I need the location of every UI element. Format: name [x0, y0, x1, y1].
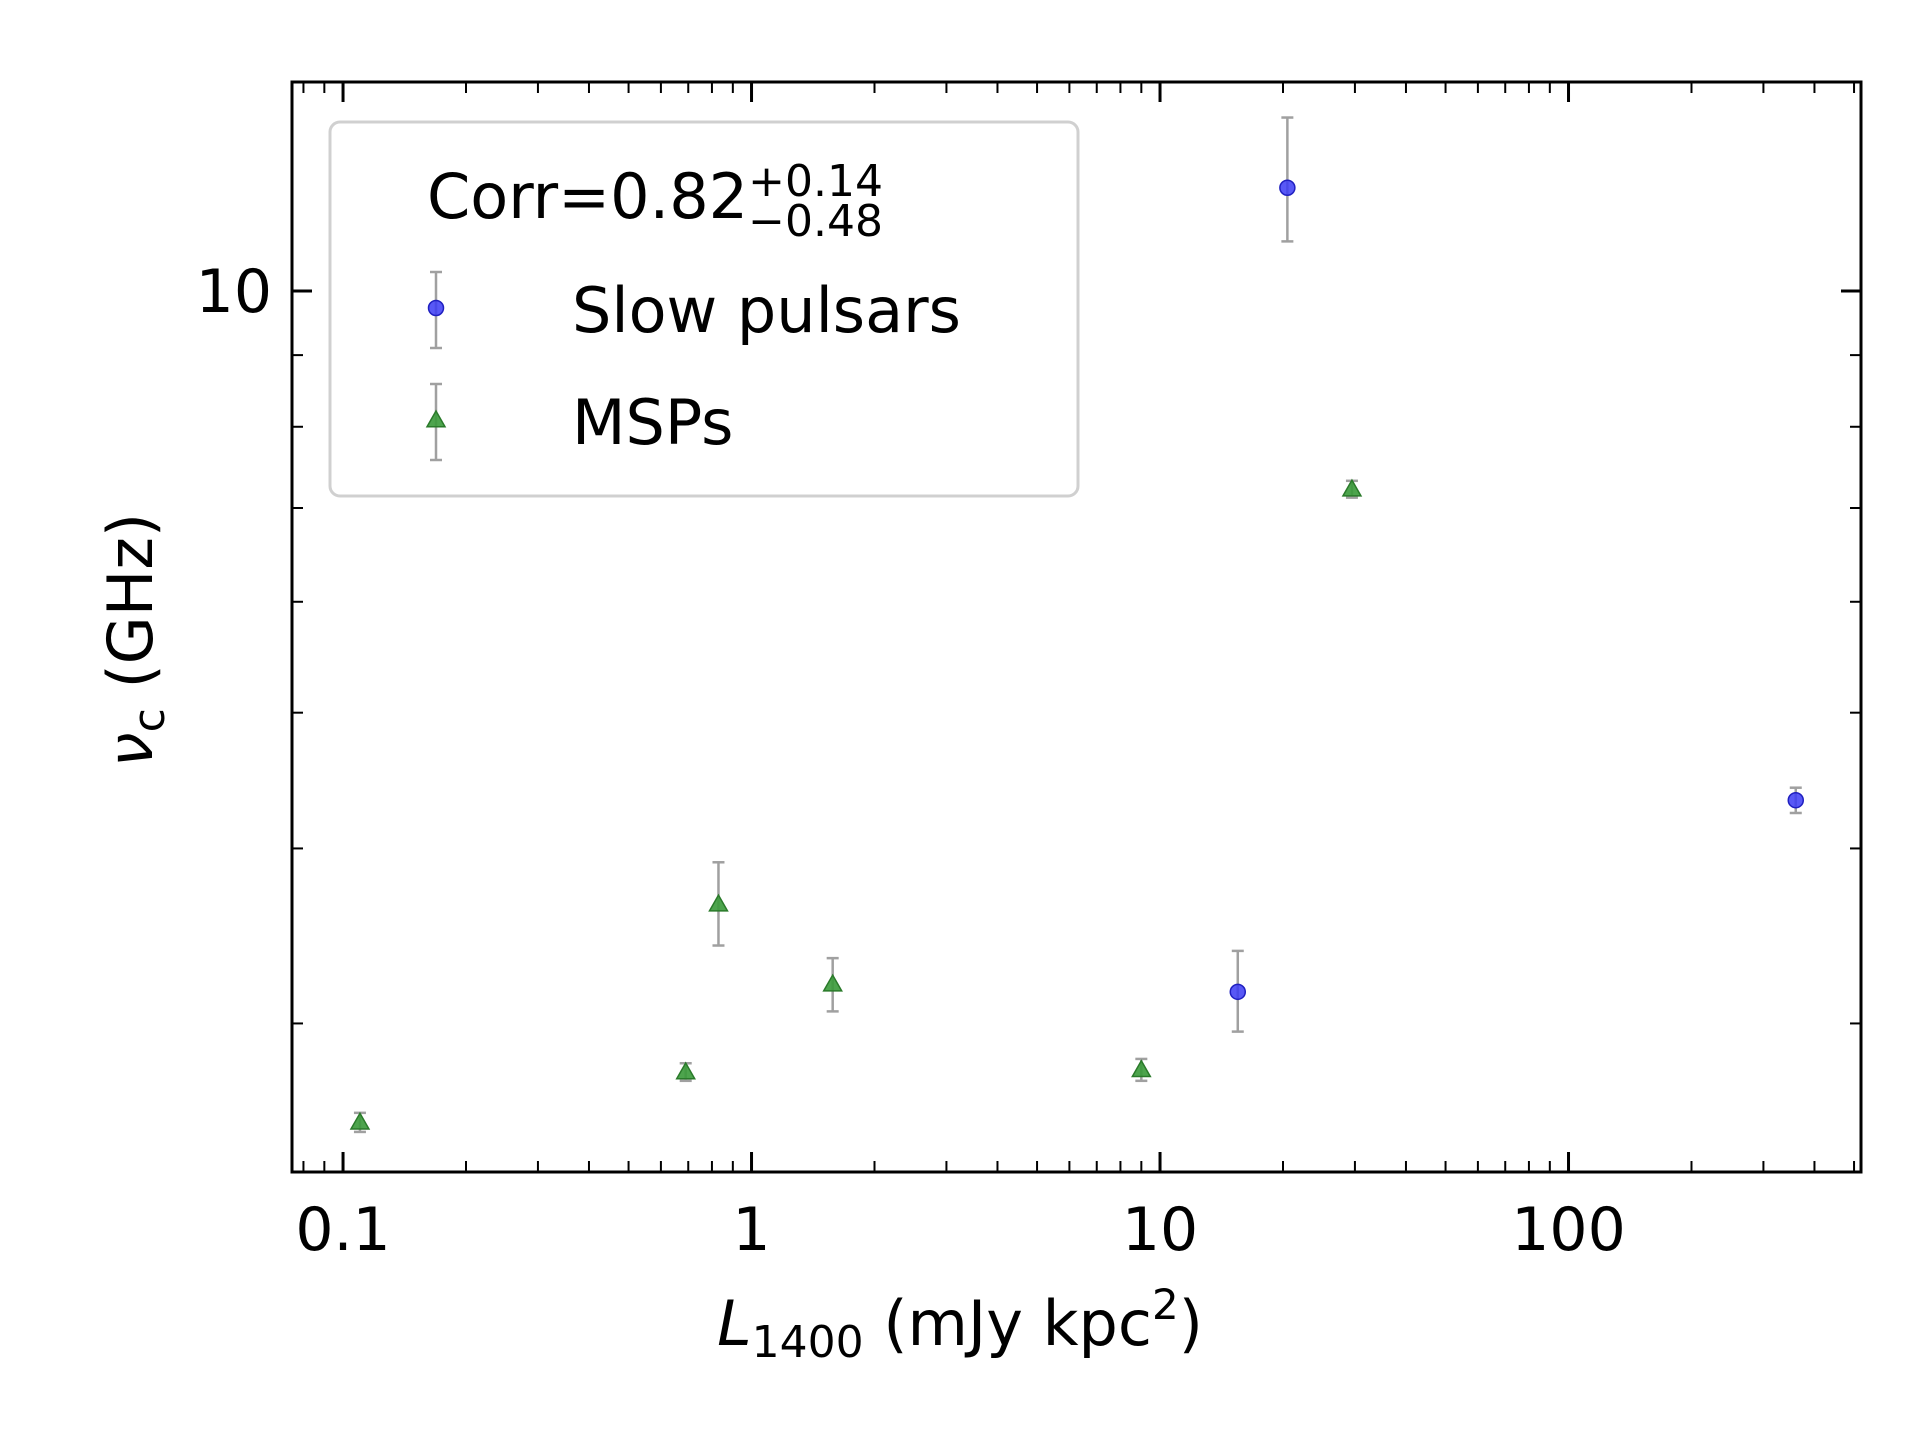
legend-msps-marker: [425, 409, 447, 428]
legend-title-sub: −0.48: [748, 196, 883, 247]
slow-pulsars-point: [1279, 179, 1296, 197]
x-axis-label: L1400 (mJy kpc2): [717, 1280, 1203, 1368]
slow-pulsars-point: [1229, 983, 1247, 1001]
x-tick-label: 1: [732, 1195, 770, 1265]
legend-title-sup: +0.14: [748, 156, 883, 207]
legend-slow-pulsars-label: Slow pulsars: [572, 274, 961, 347]
msps-point: [1341, 478, 1363, 497]
legend-entries: Slow pulsars MSPs: [425, 270, 961, 462]
msps-point: [708, 893, 729, 912]
msps-point: [822, 973, 843, 992]
legend-slow-pulsars-marker: [427, 299, 445, 317]
msps-point: [349, 1111, 371, 1130]
axis-ticks: [292, 82, 1861, 1172]
legend-box: [328, 120, 1080, 498]
y-tick-label: 10: [196, 257, 272, 327]
slow-pulsars-error-bar: [1281, 116, 1294, 243]
slow-pulsars-point: [1787, 791, 1805, 809]
legend-title: Corr=0.82+0.14 −0.48: [427, 156, 883, 247]
msps-point: [1131, 1059, 1152, 1078]
data-points: [349, 116, 1805, 1134]
y-axis-label: νc (GHz): [94, 513, 175, 767]
x-tick-label: 100: [1511, 1195, 1626, 1265]
legend: Corr=0.82+0.14 −0.48 Slow pulsars MSPs: [328, 120, 1080, 498]
tick-labels: 0.1 1 10 100 10: [196, 257, 1626, 1265]
msps-point: [675, 1061, 696, 1080]
plot-area-frame: [290, 80, 1863, 1174]
x-tick-label: 10: [1122, 1195, 1198, 1265]
legend-msps-label: MSPs: [572, 386, 733, 459]
x-tick-label: 0.1: [295, 1195, 390, 1265]
